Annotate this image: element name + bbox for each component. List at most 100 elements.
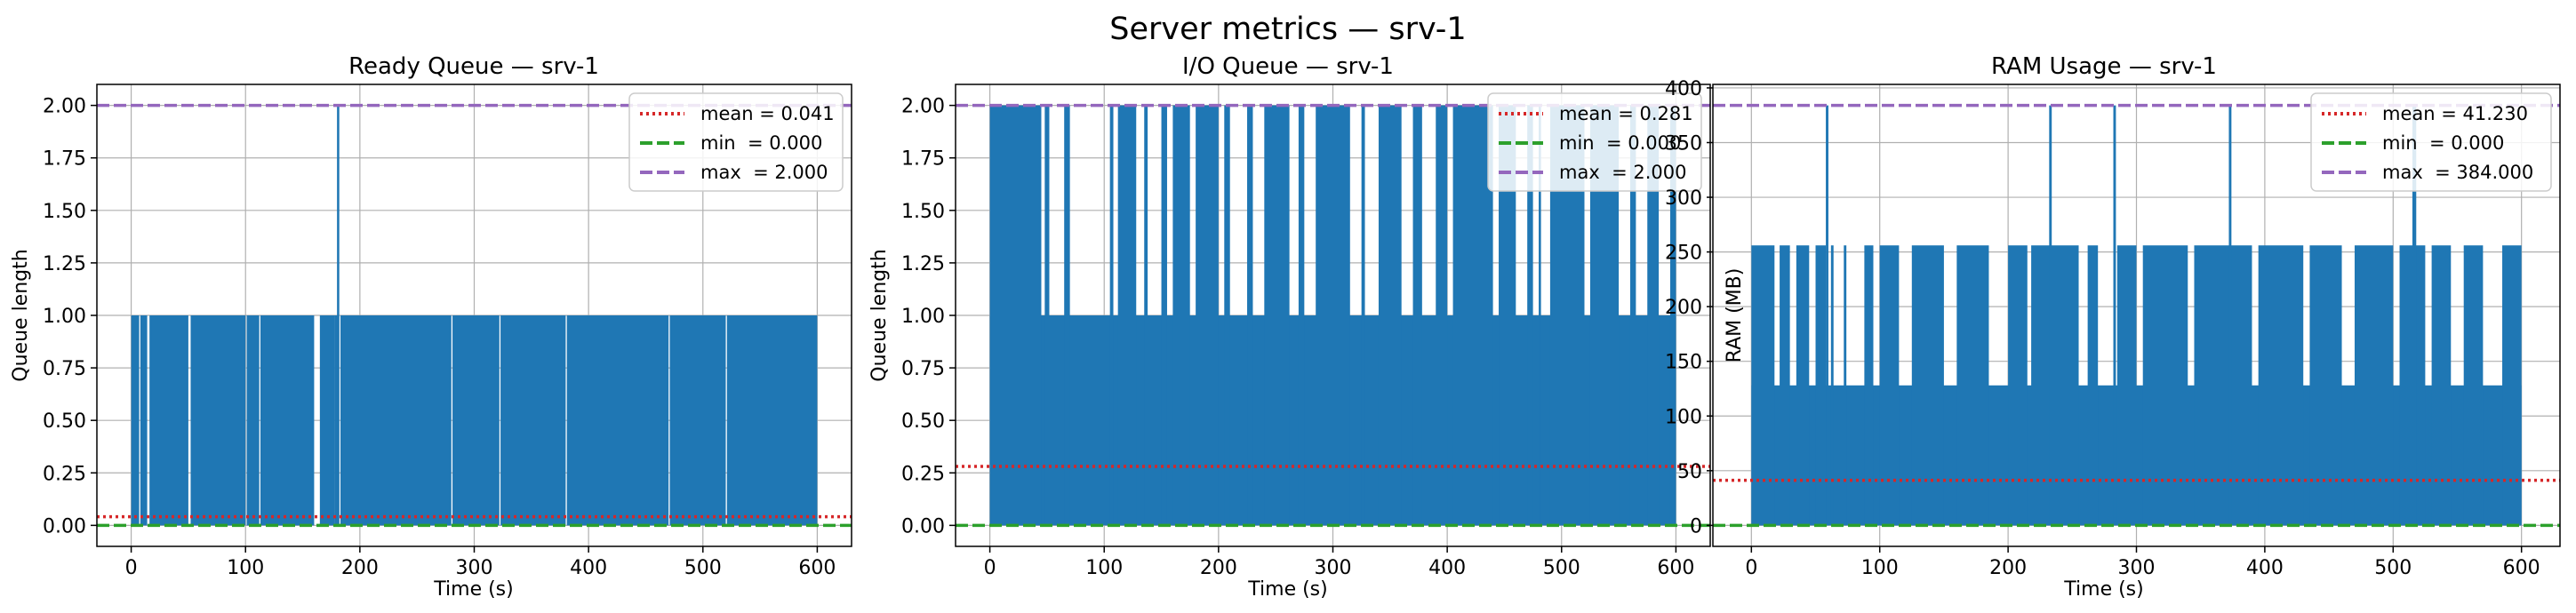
panel-ready-queue: Ready Queue — srv-1 Time (s) Queue lengt…: [10, 53, 852, 601]
legend-label-2: max = 2.000: [1559, 162, 1687, 183]
ticks: 0 100 200 300 400 500 600 0.00 0.25 0.50 0.75 1.00 1…: [43, 96, 836, 579]
series-block-1-12: [2087, 245, 2099, 526]
legend: mean = 0.281 min = 0.000 max = 2.000: [1487, 92, 1702, 192]
legend: mean = 41.230 min = 0.000 max = 384.000: [2310, 92, 2552, 192]
series-block-1-15: [1378, 105, 1402, 526]
legend-label-1: min = 0.000: [700, 132, 822, 154]
series-block-1-17: [1436, 105, 1448, 526]
xtick-label-2: 200: [341, 557, 379, 579]
series-block-1-0: [337, 105, 340, 526]
series-block-2-3: [2228, 105, 2232, 526]
xtick-label-2: 200: [1989, 557, 2027, 579]
xtick-label-5: 500: [2374, 557, 2412, 579]
xtick-label-1: 100: [1085, 557, 1123, 579]
xlabel-ram-usage: Time (s): [2063, 578, 2143, 601]
series-block-1-2: [1796, 245, 1810, 526]
ytick-label-1: 0.25: [901, 463, 945, 485]
ytick-label-3: 150: [1665, 352, 1702, 374]
series-block-1-0: [1751, 245, 1775, 526]
series-block-0-1: [140, 315, 148, 526]
ytick-label-0: 0: [1690, 515, 1702, 537]
ytick-label-5: 1.25: [901, 253, 945, 275]
panel-title-io-queue: I/O Queue — srv-1: [1182, 53, 1394, 80]
series-block-1-1: [1780, 245, 1790, 526]
series-block-1-4: [1830, 245, 1834, 526]
series-block-0-5: [260, 315, 315, 526]
series-block-0-10: [500, 315, 566, 526]
ytick-label-0: 0.00: [43, 515, 86, 537]
ytick-label-5: 250: [1665, 243, 1702, 265]
series-block-1-11: [2031, 245, 2079, 526]
ytick-label-0: 0.00: [901, 515, 945, 537]
ytick-label-7: 1.75: [43, 148, 86, 171]
series-block-1-14: [2142, 245, 2188, 526]
ytick-label-8: 2.00: [43, 96, 86, 118]
ytick-label-1: 50: [1677, 461, 1702, 483]
ylabel-ready-queue: Queue length: [10, 249, 32, 381]
series-block-2-1: [2049, 105, 2052, 526]
ytick-label-2: 100: [1665, 406, 1702, 428]
ticks: 0 100 200 300 400 500 600 0 50 100 150 200 250 300 350…: [1665, 78, 2540, 579]
series-block-1-3: [1109, 105, 1114, 526]
series-block-1-25: [1647, 105, 1660, 526]
series-block-1-3: [1815, 245, 1827, 526]
ytick-label-2: 0.50: [901, 410, 945, 433]
legend-label-0: mean = 0.281: [1559, 103, 1693, 124]
series: [989, 105, 1676, 526]
series-block-1-10: [2008, 245, 2028, 526]
ytick-label-8: 2.00: [901, 96, 945, 118]
series-block-2-0: [1826, 105, 1828, 526]
series: [131, 105, 818, 526]
series-block-0-8: [340, 315, 452, 526]
ytick-label-6: 1.50: [901, 201, 945, 223]
series-block-1-8: [1196, 105, 1219, 526]
legend-label-2: max = 2.000: [700, 162, 828, 183]
xtick-label-4: 400: [570, 557, 607, 579]
legend-box: [1487, 92, 1702, 192]
panel-title-ready-queue: Ready Queue — srv-1: [348, 53, 599, 80]
plot-area-ram-usage: 0 100 200 300 400 500 600 0 50 100 150 200 250 300 350…: [1665, 78, 2561, 579]
series-block-1-5: [1144, 105, 1148, 526]
series-block-1-16: [1412, 105, 1422, 526]
ytick-label-5: 1.25: [43, 253, 86, 275]
series-block-2-2: [2113, 105, 2116, 526]
ticks: 0 100 200 300 400 500 600 0.00 0.25 0.50 0.75 1.00 1…: [901, 96, 1694, 579]
series-block-1-9: [1224, 105, 1230, 526]
ytick-label-4: 200: [1665, 297, 1702, 319]
xtick-label-2: 200: [1200, 557, 1237, 579]
series-block-1-21: [2463, 245, 2484, 526]
ytick-label-6: 1.50: [43, 201, 86, 223]
panel-ram-usage: RAM Usage — srv-1 Time (s) RAM (MB) 0 100…: [1665, 53, 2561, 601]
xtick-label-6: 600: [798, 557, 836, 579]
legend-label-1: min = 0.000: [1559, 132, 1681, 154]
series-block-1-18: [2354, 245, 2394, 526]
series-block-0-13: [726, 315, 818, 526]
series-block-1-17: [2309, 245, 2342, 526]
xtick-label-1: 100: [227, 557, 264, 579]
ytick-label-8: 400: [1665, 78, 1702, 100]
series-block-1-16: [2258, 245, 2304, 526]
series-block-1-7: [1172, 105, 1190, 526]
xlabel-ready-queue: Time (s): [433, 578, 513, 601]
xtick-label-3: 300: [456, 557, 493, 579]
series-block-0-9: [452, 315, 500, 526]
xtick-label-6: 600: [1657, 557, 1694, 579]
figure-title: Server metrics — srv-1: [1109, 12, 1466, 47]
ytick-label-7: 350: [1665, 132, 1702, 155]
series-block-1-5: [1844, 245, 1847, 526]
series-block-1-2: [1064, 105, 1070, 526]
series-block-1-20: [1527, 105, 1533, 526]
series-block-1-14: [1361, 105, 1365, 526]
series-block-1-7: [1879, 245, 1900, 526]
plot-area-ready-queue: 0 100 200 300 400 500 600 0.00 0.25 0.50 0.75 1.00 1…: [43, 84, 852, 579]
series-block-1-1: [1044, 105, 1050, 526]
series-block-0-12: [669, 315, 726, 526]
series-block-1-21: [1539, 105, 1541, 526]
series-block-1-22: [2502, 245, 2522, 526]
xtick-label-3: 300: [2118, 557, 2156, 579]
ylabel-ram-usage: RAM (MB): [1724, 268, 1746, 363]
xtick-label-1: 100: [1861, 557, 1899, 579]
series-block-1-9: [1956, 245, 1989, 526]
series-block-1-26: [1669, 105, 1676, 526]
